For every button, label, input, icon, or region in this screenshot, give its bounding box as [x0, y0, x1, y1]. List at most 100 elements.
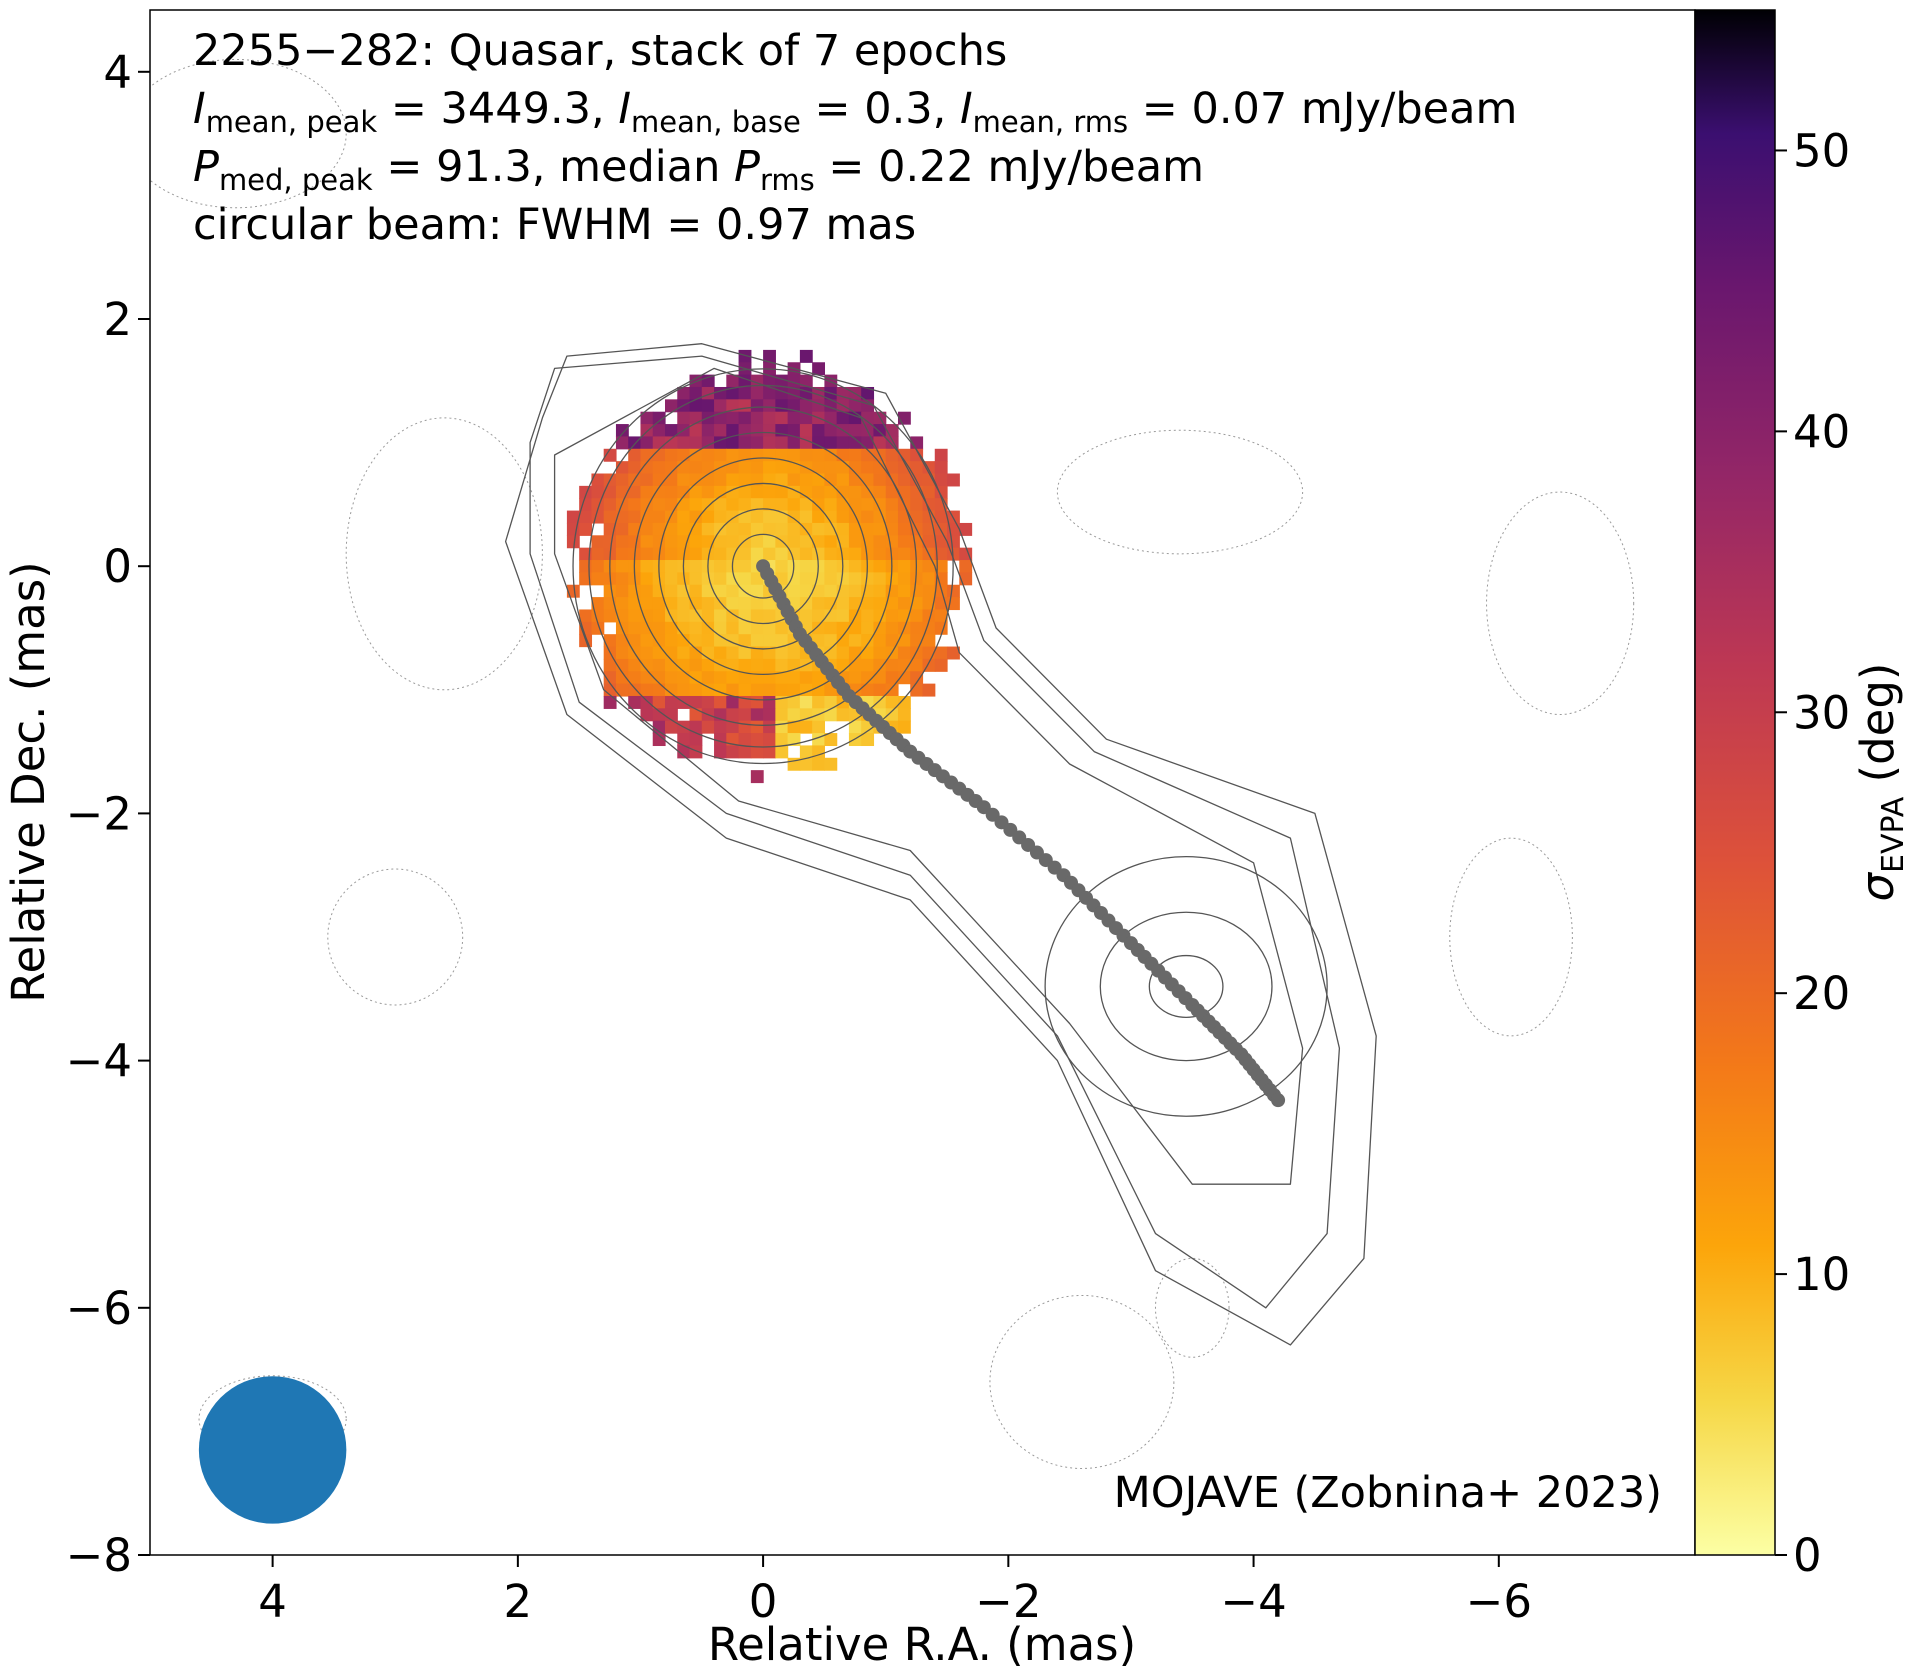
evpa-pixel — [775, 621, 789, 635]
evpa-pixel — [934, 646, 948, 660]
evpa-pixel — [861, 436, 875, 450]
evpa-pixel — [947, 473, 960, 487]
evpa-pixel — [714, 733, 727, 747]
evpa-pixel — [775, 683, 789, 697]
evpa-pixel — [910, 498, 924, 512]
evpa-pixel — [726, 522, 740, 536]
evpa-pixel — [628, 597, 642, 611]
evpa-pixel — [861, 683, 875, 697]
evpa-pixel — [934, 584, 948, 598]
evpa-pixel — [848, 597, 862, 611]
evpa-pixel — [677, 498, 691, 512]
evpa-pixel — [726, 683, 740, 697]
evpa-pixel — [848, 572, 862, 586]
i-peak-sub: mean, peak — [205, 105, 378, 139]
evpa-pixel — [812, 745, 826, 759]
evpa-pixel — [652, 597, 666, 611]
evpa-pixel — [763, 708, 776, 722]
evpa-pixel — [861, 658, 875, 672]
evpa-pixel — [910, 609, 924, 623]
evpa-pixel — [812, 720, 826, 734]
evpa-pixel — [861, 597, 875, 611]
evpa-pixel — [910, 646, 924, 660]
evpa-pixel — [959, 560, 973, 573]
evpa-pixel — [615, 424, 629, 438]
evpa-pixel — [714, 671, 727, 685]
evpa-pixel — [652, 733, 666, 747]
evpa-pixel — [897, 634, 911, 648]
evpa-pixel — [714, 424, 727, 438]
evpa-pixel — [885, 671, 899, 685]
evpa-pixel — [885, 634, 899, 648]
evpa-pixel — [579, 510, 593, 524]
evpa-pixel — [873, 560, 887, 573]
evpa-pixel — [787, 448, 801, 462]
evpa-pixel — [787, 535, 801, 549]
evpa-pixel — [652, 485, 666, 499]
evpa-pixel — [726, 448, 740, 462]
evpa-pixel — [824, 634, 838, 648]
evpa-pixel — [701, 597, 715, 611]
evpa-pixel — [640, 535, 654, 549]
evpa-pixel — [861, 671, 875, 685]
colorbar-tick-label: 30 — [1793, 686, 1850, 739]
evpa-pixel — [861, 498, 875, 512]
evpa-pixel — [665, 498, 678, 512]
noise-contour — [989, 1294, 1175, 1469]
evpa-pixel — [677, 621, 691, 635]
plot-area — [150, 10, 1695, 1555]
evpa-pixel — [714, 720, 727, 734]
evpa-pixel — [848, 584, 862, 598]
evpa-pixel — [677, 671, 691, 685]
core-contour — [682, 482, 844, 650]
evpa-pixel — [689, 510, 703, 524]
evpa-pixel — [750, 609, 764, 623]
evpa-pixel — [873, 683, 887, 697]
evpa-pixel — [848, 399, 862, 413]
evpa-pixel — [812, 572, 826, 586]
evpa-pixel — [579, 522, 593, 536]
evpa-pixel — [922, 485, 936, 499]
evpa-pixel — [934, 609, 948, 623]
evpa-pixel — [652, 634, 666, 648]
evpa-pixel — [689, 708, 703, 722]
evpa-pixel — [640, 708, 654, 722]
evpa-pixel — [750, 424, 764, 438]
evpa-pixel — [763, 535, 776, 549]
x-tick-label: 0 — [749, 1575, 778, 1628]
evpa-pixel — [763, 658, 776, 672]
evpa-pixel — [775, 733, 789, 747]
evpa-pixel — [836, 572, 850, 586]
evpa-pixel — [726, 584, 740, 598]
evpa-pixel — [799, 485, 813, 499]
evpa-pixel — [677, 485, 691, 499]
evpa-pixel — [750, 671, 764, 685]
x-tick-label: 2 — [504, 1575, 533, 1628]
evpa-pixel — [750, 584, 764, 598]
evpa-pixel — [615, 535, 629, 549]
colorbar-tick-label: 50 — [1793, 124, 1850, 177]
evpa-pixel — [665, 461, 678, 475]
evpa-pixel — [763, 386, 776, 400]
evpa-pixel — [947, 584, 960, 598]
core-contour — [731, 533, 795, 599]
evpa-pixel — [738, 436, 752, 450]
evpa-pixel — [615, 436, 629, 450]
evpa-pixel — [787, 473, 801, 487]
evpa-pixel — [812, 597, 826, 611]
evpa-pixel — [848, 646, 862, 660]
evpa-pixel — [738, 411, 752, 425]
evpa-pixel — [897, 535, 911, 549]
evpa-pixel — [910, 621, 924, 635]
evpa-pixel — [836, 634, 850, 648]
evpa-pixel — [873, 498, 887, 512]
evpa-pixel — [566, 584, 580, 598]
evpa-pixel — [726, 695, 740, 709]
evpa-pixel — [738, 671, 752, 685]
evpa-pixel — [701, 448, 715, 462]
evpa-pixel — [750, 522, 764, 536]
evpa-pixel — [848, 485, 862, 499]
evpa-pixel — [640, 411, 654, 425]
evpa-pixel — [652, 658, 666, 672]
evpa-pixel — [836, 646, 850, 660]
